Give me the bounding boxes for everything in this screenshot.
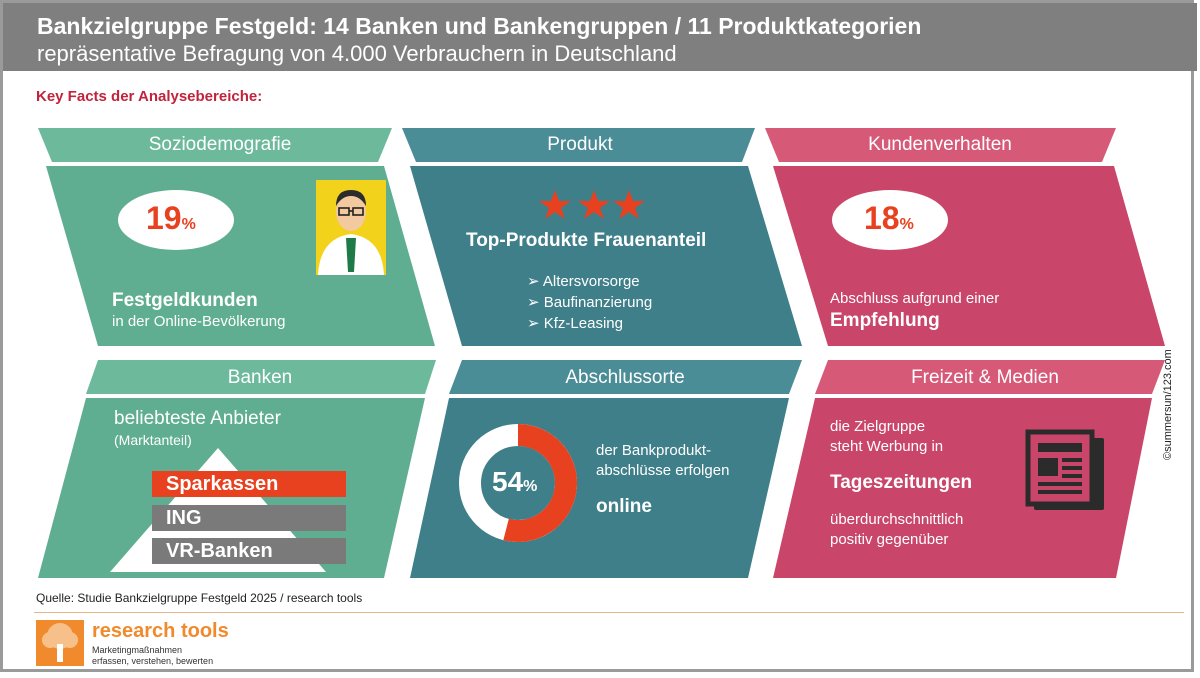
freizeit-line2: steht Werbung in bbox=[830, 438, 944, 455]
band-kundenverhalten bbox=[765, 128, 1116, 162]
ranking-bar-2: ING bbox=[152, 505, 346, 531]
image-credit: ©summersun/123.com bbox=[1162, 349, 1174, 460]
banken-sub: (Marktanteil) bbox=[114, 432, 192, 448]
abschlussorte-headline: online bbox=[596, 496, 652, 517]
divider bbox=[34, 612, 1184, 613]
band-soziodemografie bbox=[38, 128, 392, 162]
page-subtitle: repräsentative Befragung von 4.000 Verbr… bbox=[37, 41, 677, 66]
ranking-bar-1: Sparkassen bbox=[152, 471, 346, 497]
panel-title-produkt: Produkt bbox=[547, 134, 613, 155]
logo-tagline: erfassen, verstehen, bewerten bbox=[92, 656, 214, 666]
abschlussorte-line1: der Bankprodukt- bbox=[596, 442, 712, 459]
section-label: Key Facts der Analysebereiche: bbox=[36, 88, 263, 105]
panel-title-banken: Banken bbox=[227, 367, 293, 388]
ranking-bar-3: VR-Banken bbox=[152, 538, 346, 564]
percent-oval bbox=[832, 190, 948, 250]
freizeit-line3: überdurchschnittlich bbox=[830, 511, 964, 528]
soziodemografie-headline: Festgeldkunden bbox=[112, 290, 258, 311]
businessman-icon bbox=[316, 180, 386, 275]
percent-oval bbox=[118, 190, 234, 250]
donut-chart bbox=[459, 424, 577, 542]
panel-title-kundenverhalten: Kundenverhalten bbox=[868, 134, 1012, 155]
logo-name: research tools bbox=[92, 620, 229, 642]
page-title: Bankzielgruppe Festgeld: 14 Banken und B… bbox=[37, 13, 922, 39]
kundenverhalten-headline: Empfehlung bbox=[830, 310, 940, 331]
list-item: ➢ Kfz-Leasing bbox=[527, 315, 623, 332]
tree-logo-icon bbox=[36, 620, 84, 666]
band-freizeit bbox=[815, 360, 1165, 394]
band-banken bbox=[86, 360, 436, 394]
list-item: ➢ Baufinanzierung bbox=[527, 294, 653, 311]
newspaper-icon bbox=[1025, 429, 1104, 510]
panel-title-abschlussorte: Abschlussorte bbox=[565, 367, 685, 388]
star-rating-icon bbox=[539, 190, 645, 219]
band-abschlussorte bbox=[449, 360, 802, 394]
body-produkt bbox=[410, 166, 802, 346]
source-note: Quelle: Studie Bankzielgruppe Festgeld 2… bbox=[36, 591, 363, 605]
freizeit-line4: positiv gegenüber bbox=[830, 531, 949, 548]
kundenverhalten-line: Abschluss aufgrund einer bbox=[830, 290, 1000, 307]
banken-line: beliebteste Anbieter bbox=[114, 408, 281, 429]
panel-title-freizeit: Freizeit & Medien bbox=[911, 367, 1059, 388]
freizeit-line1: die Zielgruppe bbox=[830, 418, 926, 435]
panel-title-soziodemografie: Soziodemografie bbox=[148, 134, 292, 155]
abschlussorte-line2: abschlüsse erfolgen bbox=[596, 462, 730, 479]
band-produkt bbox=[402, 128, 755, 162]
donut-value: 54% bbox=[492, 466, 538, 497]
list-item: ➢ Altersvorsorge bbox=[527, 273, 640, 290]
produkt-headline: Top-Produkte Frauenanteil bbox=[466, 230, 707, 251]
freizeit-headline: Tageszeitungen bbox=[830, 472, 973, 493]
soziodemografie-sub: in der Online-Bevölkerung bbox=[112, 313, 286, 330]
title-bar: Bankzielgruppe Festgeld: 14 Banken und B… bbox=[3, 3, 1197, 71]
percent-value: 19% bbox=[146, 200, 196, 236]
logo-tagline: Marketingmaßnahmen bbox=[92, 645, 183, 655]
percent-value: 18% bbox=[864, 200, 914, 236]
